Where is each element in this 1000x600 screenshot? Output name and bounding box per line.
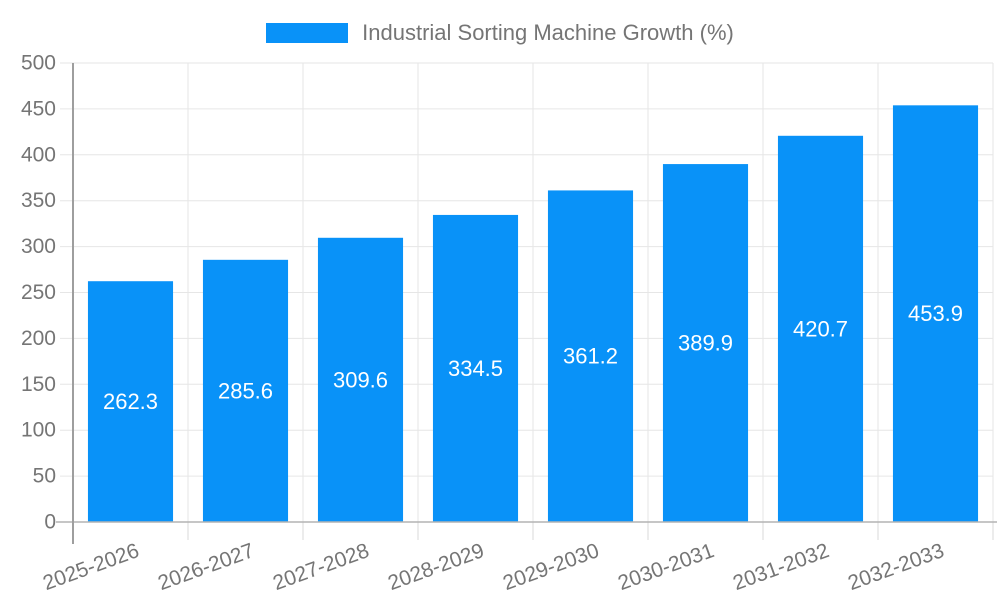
x-tick-label: 2029-2030 <box>500 539 602 595</box>
bar <box>202 259 289 522</box>
bar-value-label: 420.7 <box>793 316 848 341</box>
y-tick-label: 500 <box>21 52 56 75</box>
bar-value-label: 285.6 <box>218 378 273 403</box>
x-tick-label: 2026-2027 <box>155 539 257 595</box>
x-tick-label: 2028-2029 <box>385 539 487 595</box>
bar-value-label: 389.9 <box>678 331 733 356</box>
y-tick-label: 50 <box>33 465 56 488</box>
bar <box>662 164 749 523</box>
y-tick-label: 250 <box>21 281 56 304</box>
bar <box>317 237 404 522</box>
y-tick-label: 300 <box>21 235 56 258</box>
y-tick-label: 450 <box>21 97 56 120</box>
y-tick-label: 0 <box>44 511 56 534</box>
bar <box>892 105 979 523</box>
x-tick-label: 2025-2026 <box>40 539 142 595</box>
bar <box>87 281 174 522</box>
y-tick-label: 100 <box>21 419 56 442</box>
bar-value-label: 309.6 <box>333 367 388 392</box>
bar-value-label: 361.2 <box>563 344 618 369</box>
y-tick-label: 400 <box>21 143 56 166</box>
legend-label: Industrial Sorting Machine Growth (%) <box>362 20 734 45</box>
x-tick-label: 2032-2033 <box>845 539 947 595</box>
bar <box>547 190 634 522</box>
bar-value-label: 334.5 <box>448 356 503 381</box>
bar <box>432 214 519 522</box>
y-tick-label: 150 <box>21 373 56 396</box>
chart-legend: Industrial Sorting Machine Growth (%) <box>0 18 1000 48</box>
bar-value-label: 453.9 <box>908 301 963 326</box>
x-tick-label: 2030-2031 <box>615 539 717 595</box>
bar <box>777 135 864 522</box>
y-tick-label: 350 <box>21 189 56 212</box>
x-tick-label: 2031-2032 <box>730 539 832 595</box>
bar-value-label: 262.3 <box>103 389 158 414</box>
y-tick-label: 200 <box>21 327 56 350</box>
x-tick-label: 2027-2028 <box>270 539 372 595</box>
legend-swatch <box>266 23 349 43</box>
